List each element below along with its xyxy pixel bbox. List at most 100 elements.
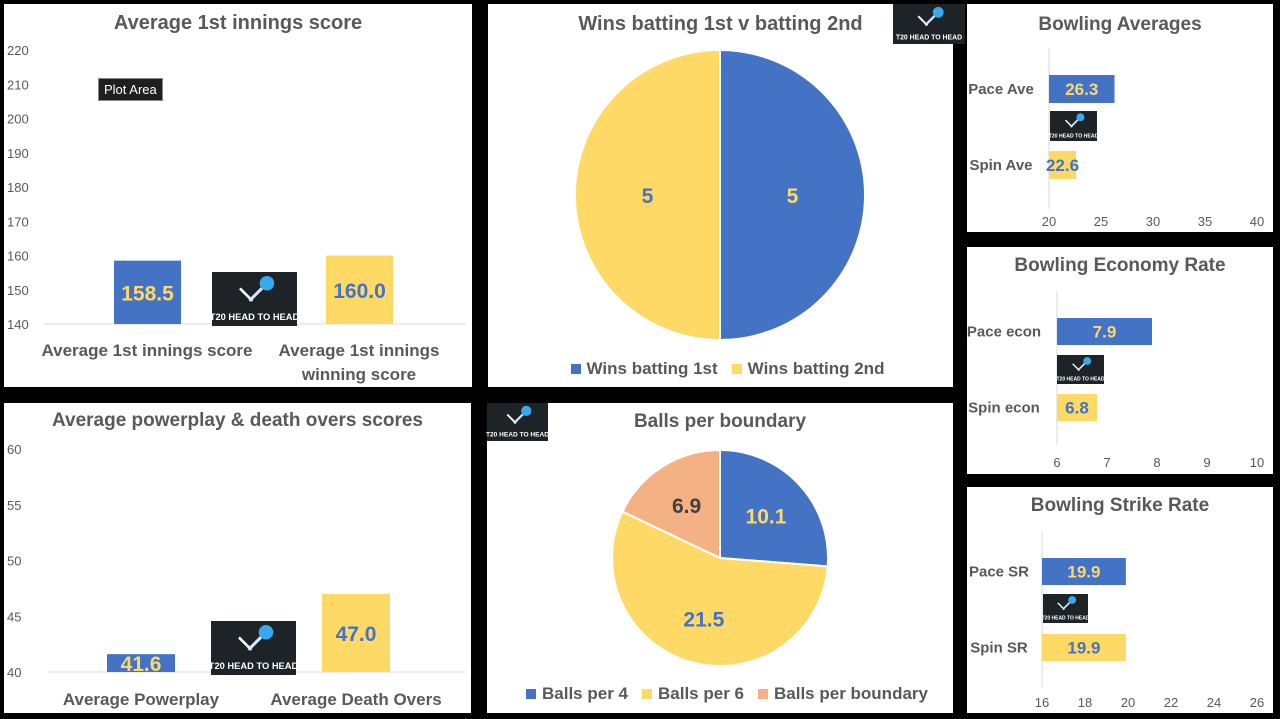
- logo: T20 HEAD TO HEAD: [210, 272, 300, 326]
- chart-title: Bowling Strike Rate: [1030, 495, 1210, 516]
- category-label: Pace Ave: [968, 81, 1034, 98]
- x-tick-label: 30: [1146, 214, 1160, 229]
- ball-icon: [1076, 113, 1085, 122]
- x-tick-label: 8: [1153, 455, 1160, 470]
- bowling-averages-chart[interactable]: 20 25 30 35 40 26.3 Pace Ave 22.6 Spin Ave T20 HE…: [967, 4, 1273, 232]
- logo-background: [1050, 111, 1097, 141]
- logo: T20 HEAD TO HEAD: [486, 403, 549, 441]
- pie-slice: [611, 510, 829, 667]
- data-label: 21.5: [683, 609, 724, 632]
- logo-background: [212, 272, 297, 326]
- category-label: Pace econ: [967, 324, 1041, 341]
- bar: [1057, 394, 1097, 421]
- x-tick-label: 20: [1042, 214, 1056, 229]
- category-label: Spin SR: [970, 640, 1028, 657]
- data-label: 6.9: [672, 495, 701, 518]
- y-tick-label: 140: [7, 317, 29, 332]
- chart-panel-powerplay-death[interactable]: Average powerplay & death overs scores 4…: [4, 403, 471, 713]
- logo-background: [211, 621, 296, 675]
- ball-icon: [1083, 357, 1092, 365]
- data-label: 5: [642, 185, 654, 208]
- avg-1st-innings-chart[interactable]: 140 150 160 170 180 190 200 210 220 158.5 160.0 Ave…: [4, 4, 472, 387]
- logo-background: [1057, 355, 1104, 384]
- chart-title: Wins batting 1st v batting 2nd: [578, 13, 863, 35]
- wins-batting-pie[interactable]: 5 5 T20 HEAD TO HEAD: [488, 4, 965, 387]
- chart-legend: Balls per 4 Balls per 6 Balls per boundary: [487, 684, 953, 704]
- category-label: Average 1st innings winning score: [279, 341, 440, 384]
- x-tick-label: 25: [1094, 214, 1108, 229]
- chart-title: Balls per boundary: [633, 411, 807, 432]
- data-label: 7.9: [1093, 323, 1117, 342]
- y-tick-label: 50: [7, 554, 21, 569]
- x-tick-label: 40: [1250, 214, 1264, 229]
- ball-icon: [259, 275, 275, 291]
- legend-swatch: [731, 364, 742, 374]
- x-tick-label: 6: [1053, 455, 1060, 470]
- logo-text: T20 HEAD TO HEAD: [210, 312, 300, 322]
- logo-text: T20 HEAD TO HEAD: [896, 34, 962, 41]
- data-label: 5: [787, 185, 799, 208]
- balls-per-boundary-pie[interactable]: 10.1 21.5 6.9 T20 HEAD TO HEAD: [486, 403, 953, 713]
- bar: [107, 654, 175, 672]
- logo-background: [487, 403, 548, 441]
- logo-text: T20 HEAD TO HEAD: [1042, 616, 1090, 622]
- chart-panel-wins-batting[interactable]: Wins batting 1st v batting 2nd 5 5 T20 HEA…: [488, 4, 965, 387]
- category-label: Spin econ: [968, 400, 1040, 417]
- bowling-economy-chart[interactable]: 6 7 8 9 10 7.9 Pace econ 6.8 Spin econ T20 HEAD T…: [967, 247, 1273, 474]
- pie-slice: [719, 48, 866, 342]
- legend-swatch: [526, 689, 536, 699]
- y-tick-label: 220: [7, 43, 29, 58]
- data-label: 6.8: [1065, 399, 1089, 418]
- chart-panel-balls-per-boundary[interactable]: Balls per boundary 10.1 21.5 6.9 T20 HEAD T…: [486, 403, 953, 713]
- x-tick-label: 26: [1250, 695, 1264, 710]
- pie-slice: [621, 448, 721, 560]
- data-label: 41.6: [121, 653, 162, 676]
- chart-panel-avg-1st-innings[interactable]: Average 1st innings score 140 150 160 170 18…: [4, 4, 472, 387]
- chart-legend: Wins batting 1st Wins batting 2nd: [488, 359, 953, 379]
- data-label: 26.3: [1065, 80, 1098, 99]
- logo: T20 HEAD TO HEAD: [1049, 111, 1099, 141]
- legend-swatch: [570, 364, 581, 374]
- ball-icon: [932, 6, 944, 18]
- logo: T20 HEAD TO HEAD: [893, 4, 965, 44]
- chart-panel-bowling-economy[interactable]: Bowling Economy Rate 6 7 8 9 10 7.9 Pace econ 6…: [967, 247, 1273, 474]
- bar: [322, 593, 390, 672]
- logo: T20 HEAD TO HEAD: [1057, 355, 1105, 384]
- pie-slice: [574, 48, 721, 342]
- bar: [1042, 558, 1126, 585]
- y-tick-label: 55: [7, 498, 21, 513]
- y-tick-label: 45: [7, 609, 21, 624]
- legend-label: Wins batting 1st: [586, 359, 718, 378]
- ball-icon: [1068, 596, 1077, 604]
- chart-panel-bowling-averages[interactable]: Bowling Averages 20 25 30 35 40 26.3 Pace Ave 2…: [967, 4, 1273, 232]
- legend-label: Balls per boundary: [774, 684, 928, 703]
- data-label: 47.0: [336, 623, 377, 646]
- x-tick-label: 10: [1250, 455, 1264, 470]
- bar: [1057, 318, 1152, 345]
- category-label: Average Death Overs: [270, 690, 441, 709]
- y-tick-label: 60: [7, 442, 21, 457]
- chart-title: Average 1st innings score: [113, 12, 363, 34]
- x-tick-label: 22: [1164, 695, 1178, 710]
- x-tick-label: 24: [1207, 695, 1221, 710]
- legend-label: Balls per 6: [658, 684, 744, 703]
- chart-title: Bowling Averages: [1038, 14, 1202, 35]
- x-tick-label: 16: [1035, 695, 1049, 710]
- logo-text: T20 HEAD TO HEAD: [1057, 377, 1105, 383]
- legend-swatch: [642, 689, 652, 699]
- legend-label: Balls per 4: [542, 684, 628, 703]
- plot-area-tooltip: Plot Area: [98, 78, 163, 101]
- data-label: 160.0: [333, 280, 386, 303]
- logo: T20 HEAD TO HEAD: [1042, 594, 1090, 623]
- bowling-strike-rate-chart[interactable]: 16 18 20 22 24 26 19.9 Pace SR 19.9 Spin SR T20 HE…: [967, 487, 1273, 713]
- data-label: 19.9: [1067, 563, 1100, 582]
- y-tick-label: 160: [7, 249, 29, 264]
- chart-title: Bowling Economy Rate: [1014, 255, 1226, 276]
- logo-background: [1043, 594, 1088, 623]
- y-tick-label: 190: [7, 146, 29, 161]
- x-tick-label: 18: [1078, 695, 1092, 710]
- y-tick-label: 150: [7, 283, 29, 298]
- bar: [114, 260, 181, 324]
- chart-panel-bowling-strike-rate[interactable]: Bowling Strike Rate 16 18 20 22 24 26 19.9 Pace…: [967, 487, 1273, 713]
